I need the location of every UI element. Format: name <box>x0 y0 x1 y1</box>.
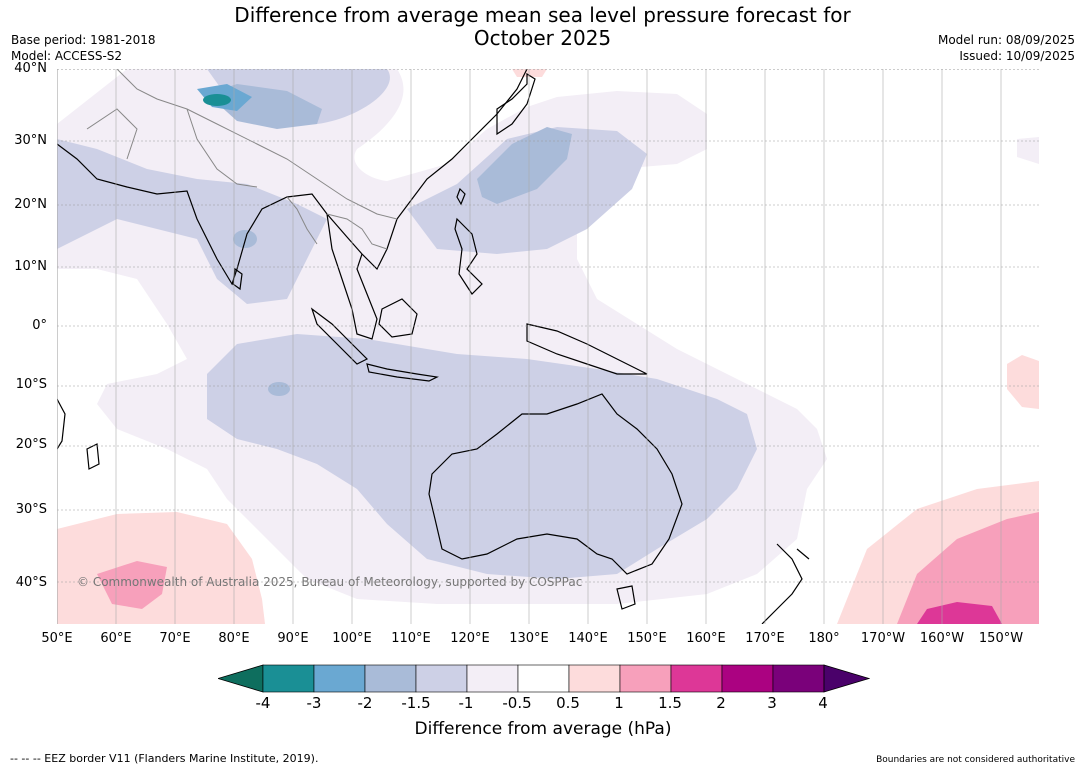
anomaly-region-mid-neg-aus <box>207 334 757 579</box>
anomaly-region-strong-pos-se <box>917 602 1002 624</box>
lon-label-100e: 100°E <box>332 631 372 646</box>
lon-label-90e: 90°E <box>277 631 309 646</box>
coastlines <box>57 69 810 624</box>
lon-label-160w: 160°W <box>919 631 965 646</box>
anomaly-region-light-pos-n <box>512 69 547 77</box>
chart-title: Difference from average mean sea level p… <box>0 4 1085 50</box>
coastline-tasmania <box>616 585 636 610</box>
lat-label-20n: 20°N <box>14 197 47 212</box>
colorbar-tick: 1 <box>614 694 624 712</box>
colorbar-tick: -2 <box>357 694 373 712</box>
lon-label-170e: 170°E <box>745 631 785 646</box>
coastline-asia <box>57 69 528 286</box>
lon-label-130e: 130°E <box>509 631 549 646</box>
lon-label-140e: 140°E <box>568 631 608 646</box>
colorbar-extend-low <box>218 664 264 693</box>
coastline-taiwan <box>456 187 466 206</box>
colorbar-cell <box>262 664 315 693</box>
copyright-notice: © Commonwealth of Australia 2025, Bureau… <box>77 575 583 589</box>
lon-label-180: 180° <box>808 631 840 646</box>
pressure-anomaly-map <box>57 69 1039 624</box>
anomaly-region-extreme-neg <box>203 94 231 106</box>
coastline-new-guinea <box>526 323 648 375</box>
coastline-sri-lanka <box>232 267 243 291</box>
colorbar-tick: -1.5 <box>401 694 431 712</box>
colorbar-cell <box>313 664 366 693</box>
anomaly-region-light-neg-east <box>1017 137 1039 164</box>
colorbar-tick: 2 <box>716 694 726 712</box>
coastline-sumatra <box>310 307 369 365</box>
eez-border-note: -- -- -- EEZ border V11 (Flanders Marine… <box>10 752 319 765</box>
country-borders <box>86 69 398 250</box>
title-line-2: October 2025 <box>473 26 612 50</box>
lat-label-30s: 30°S <box>15 502 47 517</box>
colorbar-tick: -1 <box>458 694 474 712</box>
colorbar-tick: -0.5 <box>502 694 532 712</box>
colorbar-cell <box>364 664 417 693</box>
model-info: Base period: 1981-2018 Model: ACCESS-S2 <box>11 32 156 64</box>
colorbar <box>218 664 870 693</box>
base-period: Base period: 1981-2018 <box>11 33 156 47</box>
coastline-borneo <box>378 298 418 338</box>
lat-label-40n: 40°N <box>14 61 47 76</box>
coastline-africa <box>57 398 66 450</box>
anomaly-region-strong-neg-io <box>268 382 290 396</box>
coastline-madagascar <box>86 443 100 470</box>
lon-label-160e: 160°E <box>686 631 726 646</box>
colorbar-tick: 0.5 <box>556 694 580 712</box>
meridians <box>57 69 1002 624</box>
anomaly-region-light-pos-e <box>1007 355 1039 409</box>
colorbar-cell <box>466 664 519 693</box>
boundaries-note: Boundaries are not considered authoritat… <box>876 755 1075 765</box>
colorbar-tick: 3 <box>767 694 777 712</box>
colorbar-extend-high <box>823 664 870 693</box>
colorbar-label: Difference from average (hPa) <box>414 719 672 739</box>
lon-label-70e: 70°E <box>159 631 191 646</box>
lon-label-60e: 60°E <box>100 631 132 646</box>
anomaly-region-mid-pos-sw <box>97 561 167 609</box>
colorbar-cell <box>772 664 825 693</box>
lon-label-170w: 170°W <box>860 631 906 646</box>
model-name: Model: ACCESS-S2 <box>11 49 123 63</box>
lon-label-50e: 50°E <box>41 631 73 646</box>
lat-label-30n: 30°N <box>14 133 47 148</box>
colorbar-tick: -4 <box>255 694 271 712</box>
coastline-java <box>366 363 439 382</box>
model-run: Model run: 08/09/2025 <box>937 33 1075 47</box>
coastline-philippines <box>454 217 483 295</box>
lat-label-10s: 10°S <box>15 377 47 392</box>
coastline-australia <box>428 393 683 575</box>
colorbar-tick: 4 <box>818 694 828 712</box>
colorbar-tick: 1.5 <box>658 694 682 712</box>
colorbar-cell <box>721 664 774 693</box>
lat-label-equator: 0° <box>32 318 47 333</box>
lon-label-150w: 150°W <box>978 631 1024 646</box>
colorbar-cell <box>568 664 621 693</box>
colorbar-cell <box>415 664 468 693</box>
coastline-new-zealand <box>761 543 810 624</box>
colorbar-cell <box>517 664 570 693</box>
lat-label-20s: 20°S <box>15 437 47 452</box>
anomaly-region-mid-neg <box>57 139 327 304</box>
lon-label-150e: 150°E <box>627 631 667 646</box>
lon-label-120e: 120°E <box>450 631 490 646</box>
anomaly-region-mid-pos-se <box>897 512 1039 624</box>
anomaly-region-strong-neg-wp <box>477 127 572 204</box>
colorbar-tick: -3 <box>306 694 322 712</box>
issued-date: Issued: 10/09/2025 <box>959 49 1075 63</box>
lat-label-10n: 10°N <box>14 259 47 274</box>
run-info: Model run: 08/09/2025 Issued: 10/09/2025 <box>938 32 1075 64</box>
title-line-1: Difference from average mean sea level p… <box>234 3 851 27</box>
colorbar-cell <box>670 664 723 693</box>
coastline-sea-peninsula <box>326 213 378 340</box>
lon-label-80e: 80°E <box>218 631 250 646</box>
coastline-japan <box>496 72 536 136</box>
colorbar-cell <box>619 664 672 693</box>
colorbar-cells <box>262 664 825 693</box>
lat-label-40s: 40°S <box>15 575 47 590</box>
lon-label-110e: 110°E <box>391 631 431 646</box>
